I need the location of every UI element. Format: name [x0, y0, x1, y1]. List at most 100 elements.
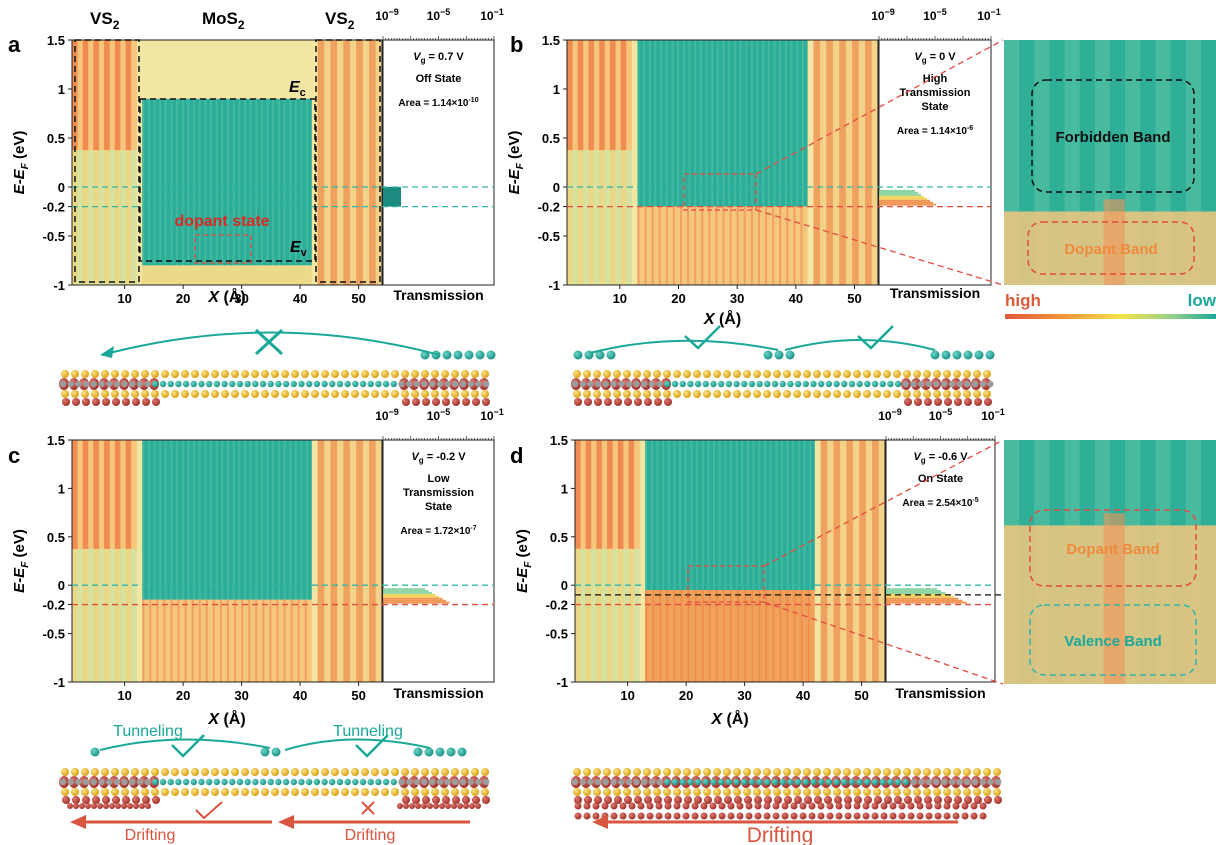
metal-atom [764, 778, 771, 786]
sulfur-atom [391, 370, 399, 378]
stripe [204, 98, 207, 266]
density-lobe [62, 398, 70, 406]
sulfur-atom [181, 370, 189, 378]
drift-carrier [943, 812, 951, 820]
drift-carrier [952, 802, 960, 810]
stripe [728, 40, 731, 207]
stripe [159, 440, 162, 600]
drift-carrier [574, 802, 582, 810]
sulfur-atom [823, 788, 831, 796]
stripe [722, 40, 725, 207]
density-lobe [974, 796, 982, 804]
metal-atom [475, 778, 482, 786]
density-lobe [844, 796, 852, 804]
drift-carrier [457, 803, 463, 809]
stripe [283, 599, 286, 682]
y-tick-label: 0.5 [542, 131, 560, 146]
stripe [623, 548, 630, 682]
sulfur-atom [111, 390, 119, 398]
sulfur-atom [431, 390, 439, 398]
metal-atom [190, 380, 197, 388]
transmission-bar [886, 597, 959, 600]
metal-atom [864, 380, 871, 388]
state-label: Off State [416, 73, 462, 85]
stripe [715, 206, 718, 285]
sulfur-atom [623, 768, 631, 776]
metal-atom [625, 380, 633, 388]
sulfur-atom [793, 788, 801, 796]
density-lobe [704, 796, 712, 804]
metal-atom [656, 380, 663, 388]
sulfur-atom [573, 768, 581, 776]
stripe [585, 548, 592, 682]
drift-carrier [700, 812, 708, 820]
metal-atom [787, 380, 794, 388]
metal-atom [871, 778, 879, 786]
stripe [679, 440, 682, 591]
sulfur-atom [763, 788, 771, 796]
stripe [577, 40, 584, 151]
sulfur-atom [893, 788, 901, 796]
y-tick-label: -1 [53, 675, 65, 690]
transmission-bar [879, 191, 918, 194]
metal-atom [236, 380, 244, 388]
sulfur-atom [371, 370, 379, 378]
density-lobe [72, 398, 80, 406]
sulfur-atom [381, 788, 389, 796]
sulfur-atom [763, 768, 771, 776]
sulfur-atom [341, 768, 349, 776]
stripe [797, 440, 800, 591]
stripe [77, 150, 84, 285]
metal-atom [856, 778, 863, 786]
metal-atom [741, 380, 748, 388]
stripe [746, 440, 749, 591]
stripe [204, 440, 207, 600]
tunneling-label: Tunneling [113, 723, 183, 740]
stripe [633, 440, 640, 549]
stripe [736, 206, 739, 285]
stripe [125, 440, 132, 549]
stripe [290, 599, 293, 682]
density-lobe [422, 796, 430, 804]
stripe [769, 440, 772, 591]
sulfur-atom [391, 768, 399, 776]
sulfur-atom [91, 788, 99, 796]
metal-atom [594, 778, 602, 786]
sulfur-atom [91, 390, 99, 398]
stripe [114, 150, 121, 285]
stripe [620, 40, 627, 151]
x-tick-label: 50 [854, 688, 868, 703]
metal-atom [725, 778, 733, 786]
stripe [688, 40, 691, 207]
sulfur-atom [321, 768, 329, 776]
drift-carrier [421, 803, 427, 809]
density-lobe [744, 796, 752, 804]
sulfur-atom [723, 768, 731, 776]
metal-atom [398, 778, 405, 786]
sulfur-atom [633, 768, 641, 776]
stripe [125, 548, 132, 682]
stripe [277, 98, 280, 266]
state-label: High [923, 73, 948, 85]
sulfur-atom [693, 788, 701, 796]
metal-atom [136, 380, 144, 388]
stripe [567, 40, 573, 151]
sulfur-atom [111, 788, 119, 796]
stripe [750, 206, 753, 285]
sulfur-atom [843, 390, 851, 398]
sulfur-atom [261, 390, 269, 398]
stripe [306, 98, 309, 266]
sulfur-atom [893, 390, 901, 398]
metal-atom [771, 380, 779, 388]
sulfur-atom [461, 370, 469, 378]
transmission-bar [383, 588, 425, 591]
sulfur-atom [321, 390, 329, 398]
sulfur-atom [813, 768, 821, 776]
ec-label: Ec [289, 79, 306, 99]
metal-atom [802, 380, 809, 388]
metal-atom [198, 778, 205, 786]
sulfur-atom [663, 390, 671, 398]
stripe [98, 40, 105, 151]
sulfur-atom [823, 390, 831, 398]
stripe [737, 590, 740, 682]
